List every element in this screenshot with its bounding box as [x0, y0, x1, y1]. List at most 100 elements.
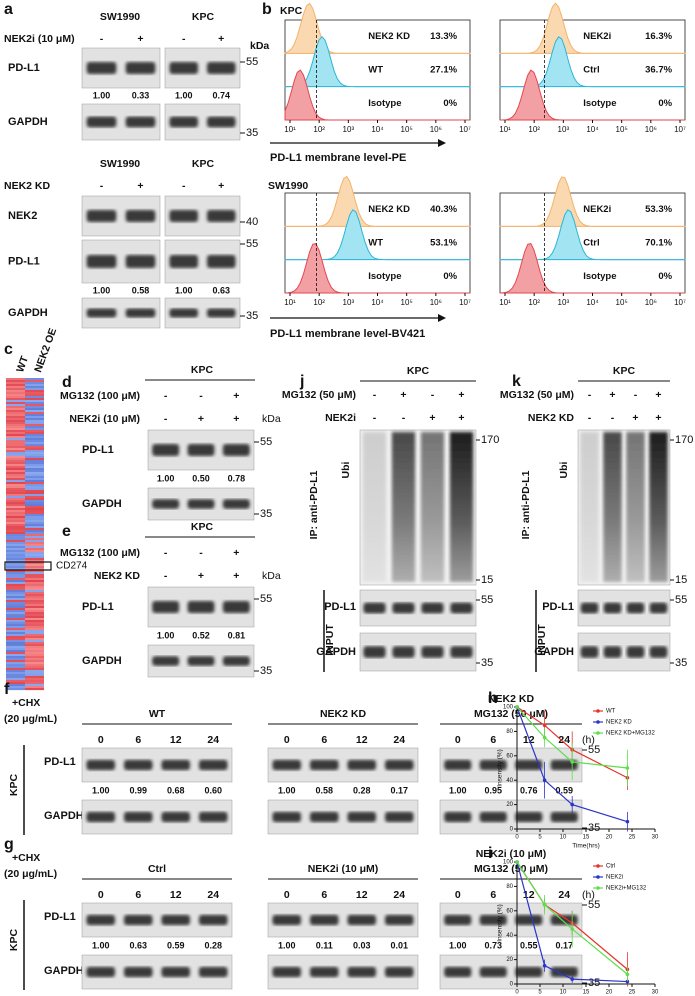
legend-marker [596, 709, 600, 713]
label: 0.50 [192, 473, 210, 483]
heatmap-cell [6, 646, 25, 649]
heatmap-cell [6, 406, 25, 409]
x-tick-label: 5 [538, 990, 542, 996]
band [385, 811, 414, 823]
label: MG132 (50 μM) [474, 863, 548, 875]
heatmap-cell [25, 622, 44, 625]
band [199, 759, 228, 771]
heatmap-cell [6, 628, 25, 631]
heatmap-cell [6, 460, 25, 463]
band [207, 255, 236, 268]
band [550, 966, 578, 978]
heatmap-cell [25, 638, 44, 641]
heatmap-cell [6, 478, 25, 481]
heatmap-cell [6, 502, 25, 505]
heatmap-cell [6, 658, 25, 661]
heatmap-cell [6, 632, 25, 635]
label: 6 [490, 734, 496, 746]
label: GAPDH [8, 116, 48, 128]
label: 10⁴ [371, 298, 384, 307]
label: 35 [588, 822, 600, 834]
label: 10¹ [284, 298, 296, 307]
label: g [4, 836, 14, 853]
heatmap-cell [25, 574, 44, 577]
label: 55 [246, 56, 258, 68]
label: KPC [613, 365, 636, 377]
heatmap-cell [25, 536, 44, 539]
label: 10² [528, 125, 540, 134]
label: 6 [135, 889, 141, 901]
label: 170 [481, 434, 499, 446]
heatmap-cell [25, 404, 44, 407]
band [86, 62, 117, 74]
label: PD-L1 [82, 601, 114, 613]
point [570, 760, 574, 764]
label: 10⁴ [586, 298, 599, 307]
heatmap-cell [25, 554, 44, 557]
label: PD-L1 [8, 62, 40, 74]
heatmap-cell [25, 576, 44, 579]
smear [649, 432, 668, 582]
heatmap-cell [6, 414, 25, 417]
band [86, 116, 117, 128]
label: 10⁷ [459, 125, 471, 134]
smear [580, 432, 599, 582]
label: GAPDH [8, 307, 48, 319]
label: 0.68 [167, 785, 185, 795]
label: KPC [280, 5, 303, 17]
heatmap-cell [6, 578, 25, 581]
label: 10³ [343, 125, 355, 134]
label: 1.00 [175, 90, 193, 100]
heatmap-cell [25, 612, 44, 615]
label: h [488, 690, 498, 707]
label: NEK2 OE [32, 327, 59, 374]
label: 0.11 [316, 940, 333, 950]
label: GAPDH [82, 655, 122, 667]
label: 0.63 [212, 285, 230, 295]
band [187, 601, 215, 613]
label: 35 [588, 977, 600, 989]
heatmap-cell [25, 420, 44, 423]
band [152, 444, 180, 456]
label: PD-L1 [44, 756, 76, 768]
band [479, 811, 507, 823]
band [169, 308, 198, 318]
heatmap-cell [6, 580, 25, 583]
heatmap-cell [6, 384, 25, 387]
band [86, 210, 117, 222]
label: 1.00 [449, 940, 467, 950]
heatmap-cell [6, 588, 25, 591]
heatmap-cell [6, 592, 25, 595]
heatmap-cell [25, 628, 44, 631]
heatmap-cell [25, 510, 44, 513]
heatmap-cell [6, 650, 25, 653]
heatmap-cell [25, 668, 44, 671]
label: 0% [658, 271, 672, 282]
heatmap-cell [25, 616, 44, 619]
label: IP: anti-PD-L1 [520, 470, 532, 539]
heatmap-cell [25, 442, 44, 445]
band [310, 759, 339, 771]
heatmap-cell [25, 596, 44, 599]
heatmap-cell [6, 514, 25, 517]
label: - [431, 389, 435, 401]
heatmap-cell [6, 536, 25, 539]
x-tick-label: 0 [515, 990, 519, 996]
label: - [164, 413, 168, 425]
heatmap-cell [6, 600, 25, 603]
label: 13.3% [430, 31, 457, 42]
heatmap-cell [6, 642, 25, 645]
heatmap-cell [6, 476, 25, 479]
label: - [182, 180, 186, 192]
heatmap-cell [25, 500, 44, 503]
heatmap-cell [25, 572, 44, 575]
heatmap-cell [25, 646, 44, 649]
label: Isotype [583, 98, 616, 109]
label: 53.1% [430, 238, 457, 249]
heatmap-cell [6, 378, 25, 381]
label: 10⁷ [674, 298, 686, 307]
label: MG132 (100 μM) [60, 390, 140, 402]
band [444, 759, 472, 771]
label: + [609, 389, 615, 401]
label: NEK2i (10 μM) [4, 33, 75, 45]
